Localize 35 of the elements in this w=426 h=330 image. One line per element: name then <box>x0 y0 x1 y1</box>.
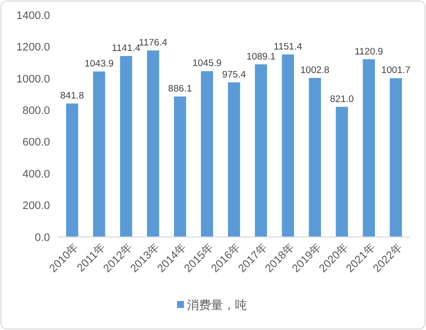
data-label: 975.4 <box>222 69 246 80</box>
data-label: 841.8 <box>60 90 84 102</box>
data-label: 1045.9 <box>192 58 222 70</box>
bar <box>174 96 186 237</box>
bar <box>282 54 294 237</box>
y-tick-label: 200.0 <box>22 200 50 212</box>
bar <box>66 104 78 237</box>
data-label: 1176.4 <box>138 37 168 48</box>
bar <box>308 78 321 237</box>
data-label: 1151.4 <box>274 41 302 52</box>
data-label: 1120.9 <box>354 46 384 58</box>
bar <box>362 59 375 237</box>
bar <box>120 56 132 237</box>
y-tick-label: 1400.0 <box>16 10 50 22</box>
y-tick-label: 800.0 <box>22 104 50 117</box>
bar <box>147 50 160 237</box>
legend-label: 消费量，吨 <box>187 298 247 312</box>
data-label: 821.0 <box>330 94 354 105</box>
bar <box>336 106 348 237</box>
data-label: 886.1 <box>168 83 192 94</box>
bar <box>228 82 240 237</box>
y-tick-label: 1200.0 <box>16 42 50 54</box>
data-label: 1001.7 <box>381 65 410 76</box>
bar <box>390 78 402 237</box>
y-tick-label: 1000.0 <box>16 73 50 86</box>
data-label: 1089.1 <box>246 51 276 62</box>
bar <box>93 71 106 237</box>
data-label: 1141.4 <box>112 43 140 54</box>
y-tick-label: 400.0 <box>22 168 50 180</box>
data-label: 1043.9 <box>84 58 114 70</box>
y-tick-label: 0.0 <box>34 232 50 244</box>
bar <box>254 64 268 237</box>
data-label: 1002.8 <box>300 64 330 76</box>
y-tick-label: 600.0 <box>22 136 50 149</box>
bar <box>200 71 214 237</box>
